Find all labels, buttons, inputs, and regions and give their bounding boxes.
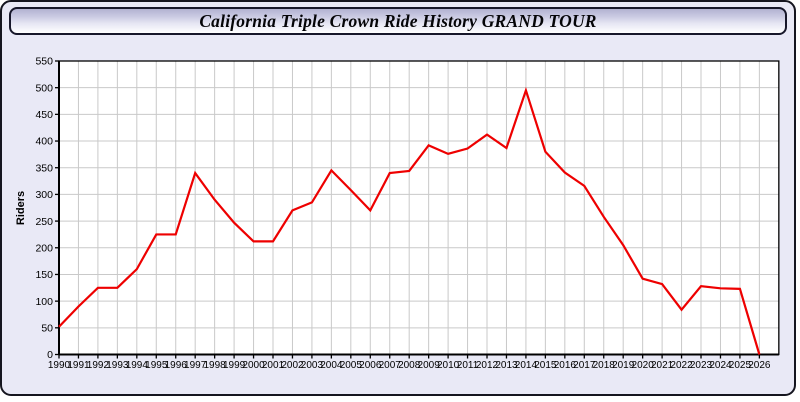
x-tick-label: 2024 — [709, 360, 732, 371]
x-tick-label: 2021 — [651, 360, 674, 371]
x-tick-label: 1998 — [204, 360, 227, 371]
y-tick-label: 100 — [35, 296, 53, 308]
chart-title-bar: California Triple Crown Ride History GRA… — [9, 7, 787, 35]
page-title: California Triple Crown Ride History GRA… — [199, 10, 597, 31]
x-tick-label: 2026 — [748, 360, 771, 371]
x-tick-label: 1990 — [48, 360, 71, 371]
y-tick-label: 0 — [47, 349, 53, 361]
riders-line-series — [58, 86, 761, 355]
y-axis-label: Riders — [15, 191, 27, 225]
y-tick-label: 200 — [35, 242, 53, 254]
x-tick-label: 2010 — [437, 360, 460, 371]
x-tick-label: 1991 — [67, 360, 90, 371]
x-tick-label: 2013 — [495, 360, 518, 371]
y-tick-label: 250 — [35, 216, 53, 228]
x-tick-label: 1999 — [223, 360, 246, 371]
plot-area — [59, 61, 779, 355]
y-tick-label: 450 — [35, 109, 53, 121]
x-tick-label: 2005 — [340, 360, 363, 371]
y-axis-ticks: 0 50 100 150 200 250 300 350 400 450 500 550 — [35, 56, 59, 361]
gridlines — [59, 61, 779, 355]
x-tick-label: 2011 — [457, 360, 479, 371]
x-tick-label: 2018 — [593, 360, 616, 371]
x-tick-label: 2006 — [359, 360, 382, 371]
x-tick-label: 1994 — [126, 360, 149, 371]
x-tick-label: 2016 — [554, 360, 577, 371]
x-tick-label: 2000 — [242, 360, 265, 371]
y-tick-label: 50 — [41, 322, 53, 334]
y-tick-label: 300 — [35, 189, 53, 201]
x-tick-label: 2025 — [729, 360, 752, 371]
x-tick-label: 2001 — [262, 360, 285, 371]
y-tick-label: 150 — [35, 269, 53, 281]
x-tick-label: 2017 — [573, 360, 596, 371]
x-tick-label: 1996 — [165, 360, 188, 371]
x-tick-label: 2008 — [398, 360, 421, 371]
x-tick-label: 1995 — [145, 360, 168, 371]
x-tick-label: 2009 — [418, 360, 441, 371]
x-tick-label: 2020 — [632, 360, 655, 371]
y-tick-label: 350 — [35, 162, 53, 174]
x-tick-label: 2019 — [612, 360, 635, 371]
x-tick-label: 2023 — [690, 360, 713, 371]
y-tick-label: 500 — [35, 82, 53, 94]
x-tick-label: 2007 — [379, 360, 402, 371]
x-tick-label: 1992 — [87, 360, 110, 371]
x-tick-label: 1997 — [184, 360, 207, 371]
x-tick-label: 2015 — [534, 360, 557, 371]
x-axis-ticks: 1990199119921993199419951996199719981999… — [48, 354, 771, 371]
x-tick-label: 2022 — [670, 360, 693, 371]
axes — [58, 60, 780, 356]
y-tick-label: 400 — [35, 136, 53, 148]
x-tick-label: 1993 — [106, 360, 129, 371]
x-tick-label: 2004 — [320, 360, 343, 371]
y-tick-label: 550 — [35, 56, 53, 68]
x-tick-label: 2002 — [281, 360, 304, 371]
x-tick-label: 2014 — [515, 360, 538, 371]
x-tick-label: 2012 — [476, 360, 499, 371]
x-tick-label: 2003 — [301, 360, 324, 371]
